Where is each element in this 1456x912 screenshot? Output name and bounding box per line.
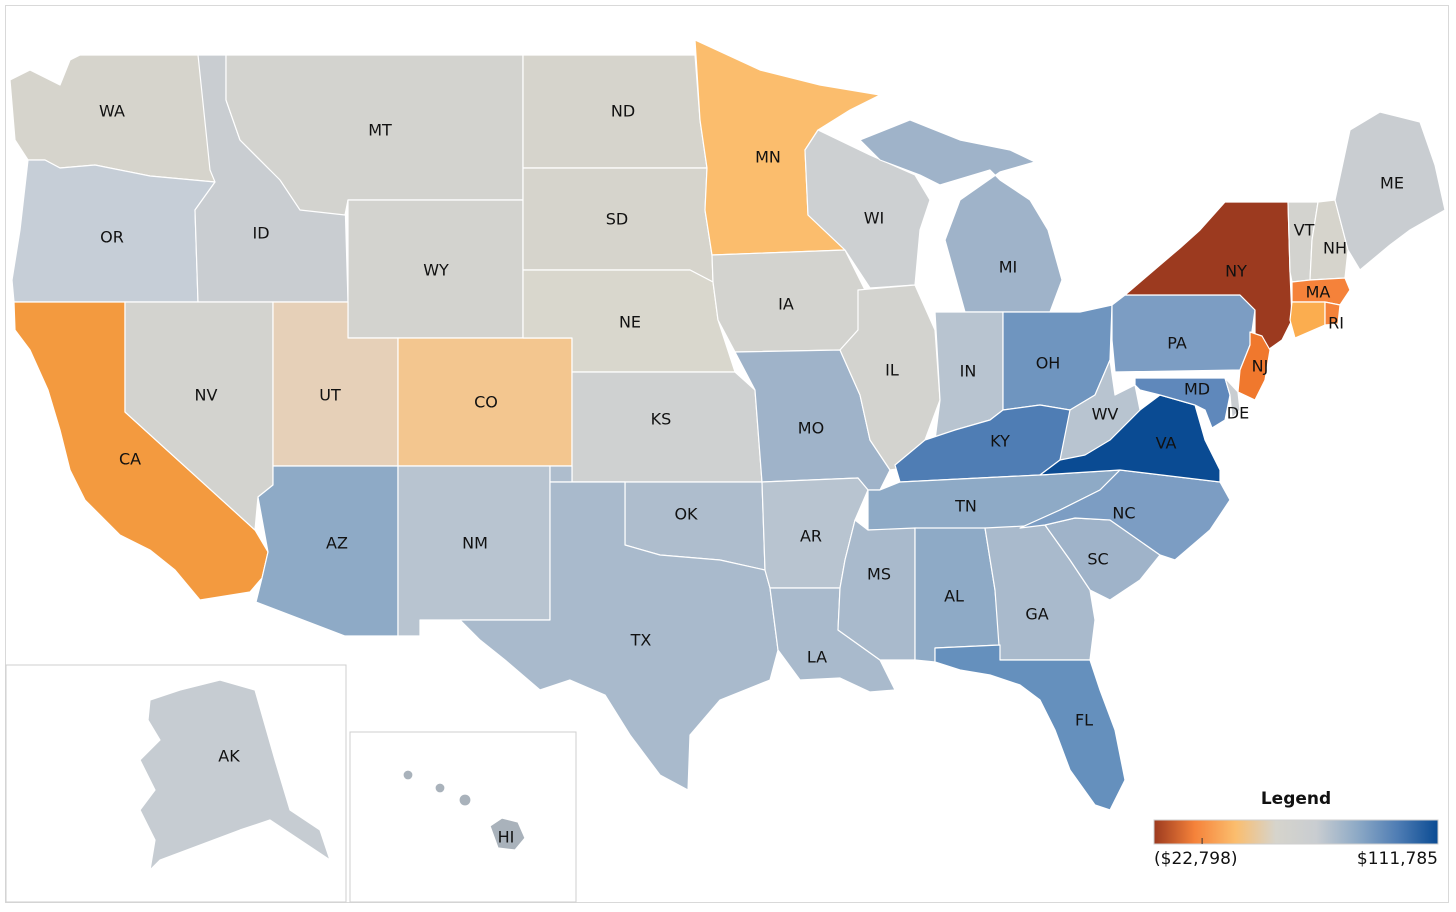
state-label-ak: AK [218, 747, 240, 766]
state-label-tx: TX [630, 631, 652, 650]
state-label-wa: WA [99, 102, 125, 121]
legend-color-ramp [1153, 819, 1439, 845]
state-ri[interactable] [1324, 301, 1341, 326]
state-label-wv: WV [1092, 405, 1119, 424]
state-wv[interactable] [1059, 359, 1141, 461]
state-label-al: AL [944, 587, 964, 606]
state-fl[interactable] [934, 644, 1126, 811]
state-label-me: ME [1380, 174, 1404, 193]
alaska-inset-frame [5, 664, 347, 903]
state-label-co: CO [474, 393, 498, 412]
state-nj[interactable] [1237, 331, 1271, 401]
state-label-ca: CA [119, 450, 141, 469]
legend-title: Legend [1261, 789, 1331, 809]
state-de[interactable] [1224, 377, 1241, 419]
state-label-wi: WI [864, 209, 885, 228]
state-label-ok: OK [674, 505, 698, 524]
state-label-nm: NM [462, 534, 488, 553]
state-labels: WA OR CA ID NV MT WY UT CO AZ NM ND SD N… [99, 102, 1404, 847]
legend-min-label: ($22,798) [1154, 849, 1238, 869]
state-label-az: AZ [326, 534, 348, 553]
state-label-ms: MS [867, 565, 891, 584]
state-label-mt: MT [368, 121, 392, 140]
state-label-mo: MO [798, 419, 824, 438]
state-label-nv: NV [195, 386, 218, 405]
state-tx[interactable] [459, 481, 779, 791]
state-label-nj: NJ [1252, 357, 1269, 376]
state-ak[interactable] [139, 679, 331, 871]
state-label-or: OR [100, 228, 124, 247]
legend-max-label: $111,785 [1357, 849, 1438, 869]
state-ct[interactable] [1289, 301, 1326, 339]
state-label-ga: GA [1025, 605, 1048, 624]
state-label-va: VA [1156, 434, 1177, 453]
state-label-la: LA [807, 648, 827, 667]
state-label-nd: ND [611, 102, 635, 121]
hawaii-inset-frame [349, 731, 577, 903]
state-hi-island[interactable] [434, 782, 446, 794]
state-label-ri: RI [1328, 314, 1344, 333]
state-label-tn: TN [954, 497, 977, 516]
state-nc[interactable] [1019, 469, 1231, 561]
state-label-ky: KY [990, 432, 1010, 451]
state-md[interactable] [1134, 377, 1231, 429]
state-label-vt: VT [1294, 221, 1315, 240]
state-label-md: MD [1184, 380, 1210, 399]
state-label-ny: NY [1225, 262, 1247, 281]
state-label-sd: SD [606, 210, 628, 229]
state-label-ar: AR [800, 527, 822, 546]
state-label-nc: NC [1112, 504, 1135, 523]
state-label-hi: HI [498, 828, 515, 847]
state-label-oh: OH [1036, 354, 1061, 373]
state-hi-island[interactable] [402, 769, 414, 781]
states-layer [9, 39, 1446, 871]
state-hi-island[interactable] [458, 793, 472, 807]
state-label-ma: MA [1306, 283, 1331, 302]
state-wi[interactable] [804, 129, 931, 289]
state-label-id: ID [252, 224, 269, 243]
state-me[interactable] [1334, 111, 1446, 271]
state-label-fl: FL [1075, 711, 1093, 730]
state-label-ne: NE [619, 313, 641, 332]
state-hi[interactable] [489, 817, 526, 851]
state-label-mn: MN [755, 148, 781, 167]
state-label-il: IL [885, 361, 899, 380]
state-label-ut: UT [319, 386, 341, 405]
state-label-ia: IA [778, 295, 794, 314]
state-label-de: DE [1227, 404, 1249, 423]
state-label-ks: KS [651, 410, 672, 429]
state-label-mi: MI [999, 258, 1018, 277]
state-label-in: IN [960, 362, 977, 381]
map-frame [5, 5, 1449, 903]
state-label-pa: PA [1167, 334, 1187, 353]
state-label-nh: NH [1323, 239, 1347, 258]
state-label-sc: SC [1087, 550, 1108, 569]
legend: Legend ($22,798) $111,785 [1153, 789, 1439, 869]
state-label-wy: WY [423, 261, 449, 280]
state-ny[interactable] [1124, 201, 1293, 353]
